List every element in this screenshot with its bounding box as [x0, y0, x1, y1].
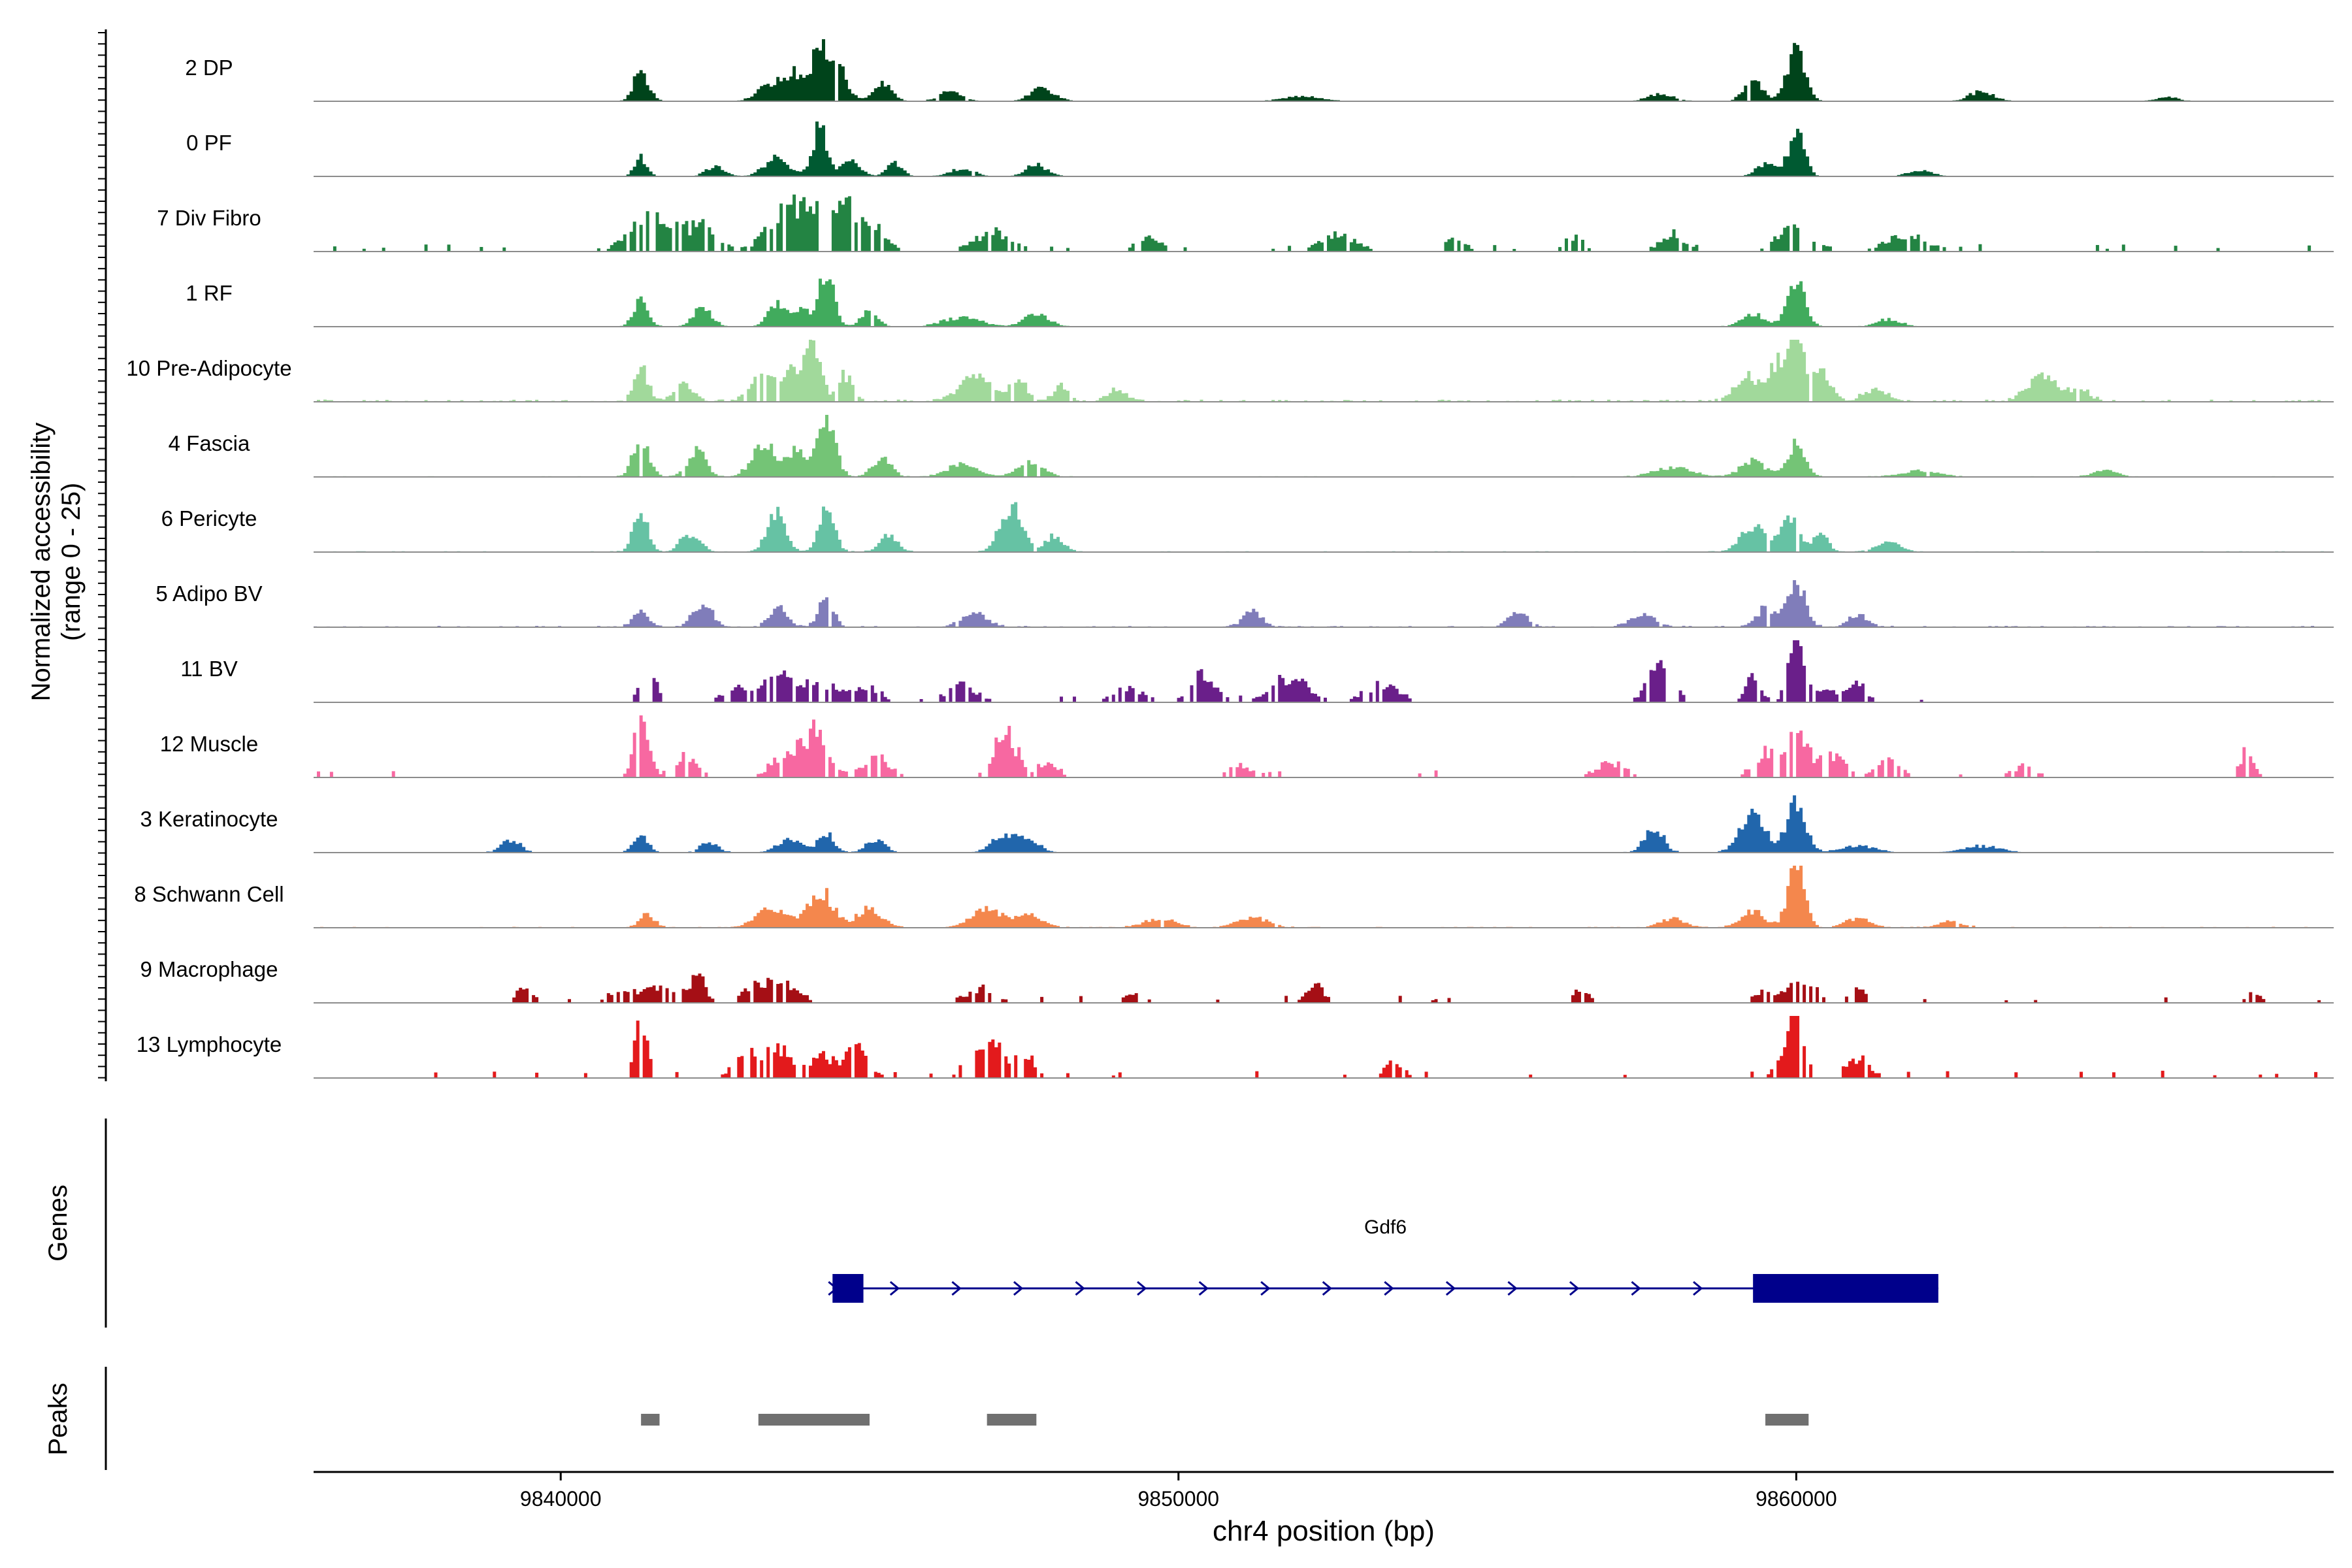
accessibility-axis-ticks	[98, 32, 106, 1079]
gene-exon	[832, 1274, 864, 1303]
track-label: 11 BV	[180, 657, 237, 681]
track-5-adipo-bv: 5 Adipo BV	[155, 580, 2334, 628]
coverage-area	[314, 39, 2334, 101]
track-label: 12 Muscle	[160, 732, 258, 756]
strand-arrow	[1260, 1281, 1271, 1296]
coverage-tracks: 2 DP 0 PF 7 Div Fibro 1 RF 10 Pre-Adipocyte 4…	[126, 39, 2334, 1079]
x-tick-label: 9860000	[1756, 1487, 1837, 1511]
coverage-area	[314, 278, 2334, 327]
track-3-keratinocyte: 3 Keratinocyte	[140, 795, 2334, 853]
track-10-pre-adipocyte: 10 Pre-Adipocyte	[126, 340, 2334, 402]
track-13-lymphocyte: 13 Lymphocyte	[137, 1016, 2334, 1079]
gene-name-label: Gdf6	[1364, 1217, 1407, 1238]
x-tick-label: 9850000	[1138, 1487, 1220, 1511]
y-axis-label-range: (range 0 - 25)	[57, 483, 86, 641]
coverage-area	[314, 415, 2334, 477]
track-6-pericyte: 6 Pericyte	[161, 502, 2334, 553]
strand-arrow	[1013, 1281, 1024, 1296]
coverage-area	[314, 795, 2334, 853]
strand-arrow	[1322, 1281, 1333, 1296]
peak-region	[987, 1414, 1037, 1426]
track-label: 9 Macrophage	[140, 957, 278, 981]
track-12-muscle: 12 Muscle	[160, 715, 2334, 778]
genes-panel-label: Genes	[44, 1184, 73, 1262]
track-1-rf: 1 RF	[186, 278, 2334, 327]
peak-regions	[641, 1414, 1809, 1426]
track-label: 1 RF	[186, 281, 233, 305]
track-label: 5 Adipo BV	[155, 581, 262, 606]
strand-arrow	[1569, 1281, 1580, 1296]
track-label: 0 PF	[186, 131, 232, 155]
gene-exon	[1753, 1274, 1938, 1303]
track-label: 6 Pericyte	[161, 506, 257, 531]
peak-region	[641, 1414, 660, 1426]
strand-arrow	[1693, 1281, 1703, 1296]
strand-arrow	[1631, 1281, 1641, 1296]
strand-arrow	[1198, 1281, 1209, 1296]
gene-model	[828, 1274, 1938, 1303]
track-label: 2 DP	[185, 56, 233, 80]
track-0-pf: 0 PF	[186, 122, 2334, 177]
coverage-area	[314, 1016, 2334, 1078]
strand-arrow	[889, 1281, 900, 1296]
track-8-schwann-cell: 8 Schwann Cell	[134, 866, 2334, 928]
strand-arrow	[1075, 1281, 1085, 1296]
x-axis-ticks: 9840000 9850000 9860000	[520, 1472, 1837, 1511]
coverage-area	[314, 122, 2334, 176]
strand-arrow	[1137, 1281, 1147, 1296]
coverage-area	[314, 973, 2334, 1003]
strand-arrow	[1445, 1281, 1456, 1296]
track-2-dp: 2 DP	[185, 39, 2334, 102]
track-label: 13 Lymphocyte	[137, 1032, 282, 1056]
coverage-area	[314, 715, 2334, 777]
peak-region	[758, 1414, 870, 1426]
track-7-div-fibro: 7 Div Fibro	[157, 194, 2334, 252]
strand-arrow	[951, 1281, 962, 1296]
track-label: 7 Div Fibro	[157, 206, 261, 230]
coverage-area	[314, 640, 2334, 702]
coverage-area	[314, 502, 2334, 552]
track-9-macrophage: 9 Macrophage	[140, 957, 2334, 1004]
track-label: 8 Schwann Cell	[134, 882, 284, 906]
strand-arrow	[1507, 1281, 1518, 1296]
coverage-area	[314, 866, 2334, 928]
coverage-area	[314, 340, 2334, 402]
x-tick-label: 9840000	[520, 1487, 602, 1511]
peak-region	[1765, 1414, 1809, 1426]
track-11-bv: 11 BV	[180, 640, 2334, 703]
track-4-fascia: 4 Fascia	[169, 415, 2334, 478]
x-axis-label: chr4 position (bp)	[1213, 1515, 1435, 1547]
track-label: 10 Pre-Adipocyte	[126, 356, 291, 380]
peaks-panel-label: Peaks	[44, 1382, 73, 1455]
y-axis-label: Normalized accessibility	[27, 423, 56, 702]
track-label: 4 Fascia	[169, 431, 250, 455]
track-label: 3 Keratinocyte	[140, 807, 278, 831]
strand-arrow	[1384, 1281, 1394, 1296]
coverage-area	[314, 194, 2334, 252]
coverage-area	[314, 580, 2334, 627]
